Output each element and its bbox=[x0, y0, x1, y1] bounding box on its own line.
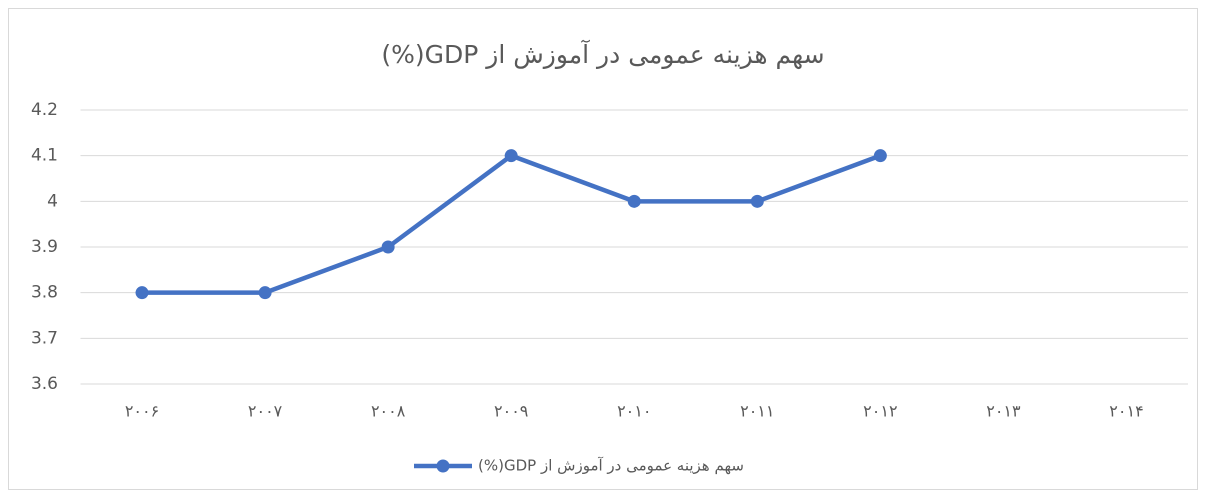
y-tick-label: 3.7 bbox=[31, 328, 58, 348]
x-tick-label: ۲۰۱۳ bbox=[986, 402, 1021, 421]
x-tick-label: ۲۰۱۱ bbox=[740, 402, 774, 421]
y-tick-label: 4 bbox=[47, 191, 58, 211]
x-tick-label: ۲۰۰۹ bbox=[494, 402, 528, 421]
data-point bbox=[381, 240, 395, 254]
y-tick-label: 4.1 bbox=[31, 146, 58, 166]
y-tick-label: 3.9 bbox=[31, 237, 58, 257]
y-tick-label: 3.8 bbox=[31, 283, 58, 303]
x-tick-label: ۲۰۱۰ bbox=[617, 402, 651, 421]
y-tick-label: 3.6 bbox=[31, 374, 58, 394]
data-point bbox=[135, 286, 149, 300]
x-tick-label: ۲۰۰۸ bbox=[371, 402, 406, 421]
x-tick-label: ۲۰۱۲ bbox=[863, 402, 897, 421]
legend-label: سهم هزینه عمومی در آموزش از GDP(%) bbox=[478, 457, 744, 475]
legend-marker bbox=[436, 459, 450, 473]
chart-border bbox=[8, 8, 1198, 490]
x-tick-label: ۲۰۱۴ bbox=[1109, 402, 1143, 421]
data-point bbox=[627, 194, 641, 208]
data-point bbox=[258, 286, 272, 300]
x-tick-label: ۲۰۰۷ bbox=[248, 402, 283, 421]
data-point bbox=[504, 149, 518, 163]
y-tick-label: 4.2 bbox=[31, 100, 58, 120]
data-point bbox=[873, 149, 887, 163]
data-point bbox=[750, 194, 764, 208]
chart-title: سهم هزینه عمومی در آموزش از GDP(%) bbox=[381, 39, 824, 70]
x-tick-label: ۲۰۰۶ bbox=[125, 402, 159, 421]
